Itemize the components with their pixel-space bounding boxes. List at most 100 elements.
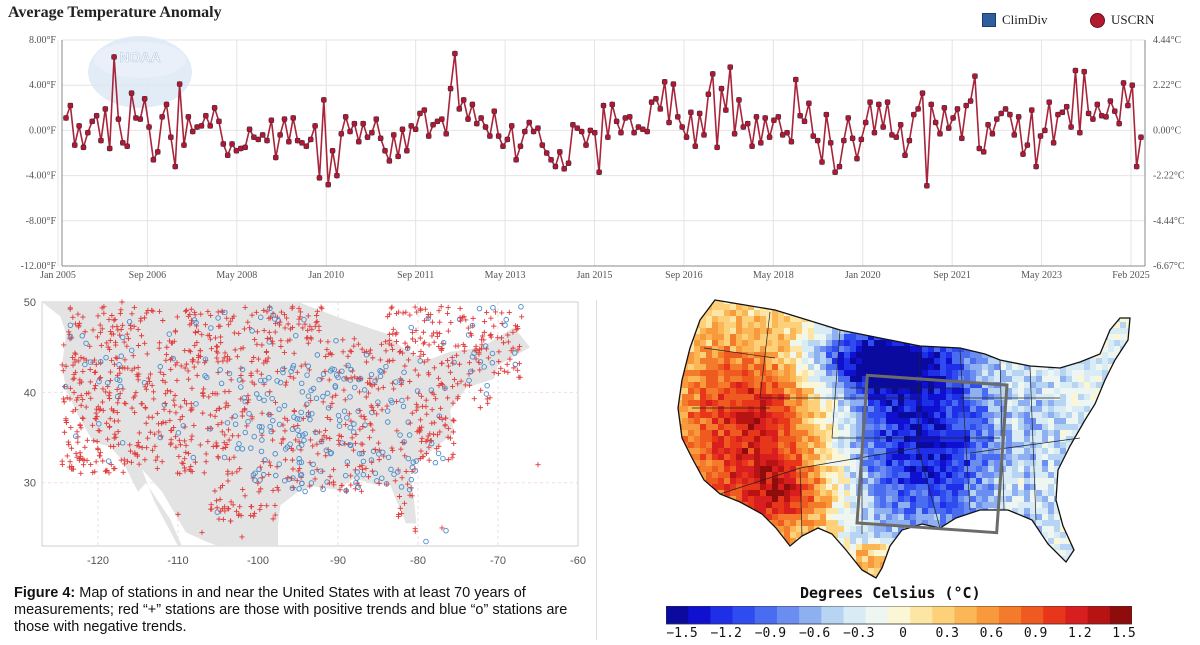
positive-trend-station	[185, 376, 192, 382]
temperature-cell	[1048, 508, 1055, 515]
temperature-cell	[952, 418, 959, 425]
positive-trend-station	[397, 348, 404, 354]
temperature-cell	[748, 490, 755, 497]
positive-trend-station	[80, 368, 86, 374]
temperature-cell	[826, 394, 833, 401]
temperature-cell	[1006, 448, 1013, 455]
positive-trend-station	[214, 505, 220, 511]
positive-trend-station	[380, 384, 386, 391]
temperature-cell	[904, 358, 911, 365]
uscrn-point	[487, 133, 493, 139]
temperature-cell	[678, 454, 683, 461]
temperature-cell	[886, 352, 893, 359]
temperature-cell	[718, 364, 725, 371]
uscrn-point	[1090, 116, 1096, 122]
map-y-tick-label: 50	[24, 297, 36, 309]
positive-trend-station	[434, 446, 440, 452]
temperature-cell	[706, 300, 713, 305]
temperature-cell	[826, 310, 833, 317]
temperature-cell	[868, 532, 875, 539]
temperature-cell	[1114, 442, 1121, 449]
positive-trend-station	[315, 451, 321, 457]
temperature-cell	[832, 406, 839, 413]
positive-trend-station	[507, 356, 513, 362]
temperature-cell	[1090, 316, 1097, 323]
temperature-cell	[742, 424, 749, 431]
temperature-cell	[712, 310, 719, 317]
temperature-cell	[778, 436, 785, 443]
positive-trend-station	[378, 341, 385, 347]
positive-trend-station	[217, 334, 224, 340]
temperature-cell	[688, 388, 695, 395]
uscrn-point	[1063, 103, 1070, 110]
positive-trend-station	[431, 420, 437, 426]
temperature-cell	[982, 322, 989, 329]
temperature-cell	[706, 388, 713, 395]
temperature-cell	[976, 376, 983, 383]
temperature-cell	[772, 442, 779, 449]
temperature-cell	[838, 478, 845, 485]
temperature-cell	[1090, 490, 1097, 497]
uscrn-point	[806, 100, 812, 107]
temperature-cell	[958, 300, 965, 305]
temperature-cell	[892, 502, 899, 509]
temperature-cell	[724, 316, 731, 323]
temperature-cell	[1000, 364, 1007, 371]
temperature-cell	[904, 508, 911, 515]
temperature-cell	[700, 496, 707, 503]
temperature-cell	[976, 310, 983, 317]
positive-trend-station	[257, 506, 263, 513]
temperature-cell	[694, 334, 701, 341]
temperature-cell	[844, 424, 851, 431]
temperature-cell	[1120, 490, 1127, 497]
positive-trend-station	[68, 424, 74, 431]
positive-trend-station	[168, 442, 174, 448]
positive-trend-station	[220, 516, 226, 523]
positive-trend-station	[425, 370, 432, 376]
temperature-cell	[808, 352, 815, 359]
temperature-cell	[898, 388, 905, 395]
temperature-cell	[1090, 310, 1097, 317]
temperature-cell	[820, 466, 827, 473]
temperature-cell	[1018, 418, 1025, 425]
temperature-cell	[724, 346, 731, 353]
temperature-cell	[934, 460, 941, 467]
temperature-cell	[766, 322, 773, 329]
temperature-cell	[976, 304, 983, 311]
positive-trend-station	[267, 389, 273, 395]
temperature-cell	[1036, 496, 1043, 503]
positive-trend-station	[261, 307, 267, 313]
uscrn-point	[1076, 129, 1083, 136]
temperature-cell	[1012, 466, 1019, 473]
temperature-cell	[706, 346, 713, 353]
negative-trend-station	[347, 424, 353, 431]
temperature-cell	[856, 400, 863, 407]
uscrn-point	[631, 129, 637, 136]
positive-trend-station	[346, 411, 352, 417]
temperature-cell	[958, 346, 965, 353]
positive-trend-station	[175, 511, 181, 517]
temperature-cell	[850, 460, 857, 467]
temperature-cell	[874, 382, 881, 389]
temperature-cell	[694, 370, 701, 377]
temperature-cell	[718, 430, 725, 437]
uscrn-point	[666, 119, 672, 126]
negative-trend-station	[511, 350, 518, 356]
temperature-cell	[1012, 388, 1019, 395]
temperature-cell	[784, 430, 791, 437]
positive-trend-station	[362, 416, 368, 422]
temperature-cell	[832, 514, 839, 521]
temperature-cell	[678, 316, 683, 323]
negative-trend-station	[333, 337, 339, 344]
temperature-cell	[1072, 502, 1079, 509]
temperature-cell	[1090, 484, 1097, 491]
temperature-cell	[994, 346, 1001, 353]
negative-trend-station	[389, 399, 395, 406]
temperature-cell	[916, 328, 923, 335]
temperature-cell	[838, 532, 845, 539]
temperature-cell	[814, 460, 821, 467]
uscrn-point	[653, 95, 659, 102]
temperature-cell	[1084, 454, 1091, 461]
temperature-cell	[814, 514, 821, 521]
positive-trend-station	[458, 318, 464, 324]
